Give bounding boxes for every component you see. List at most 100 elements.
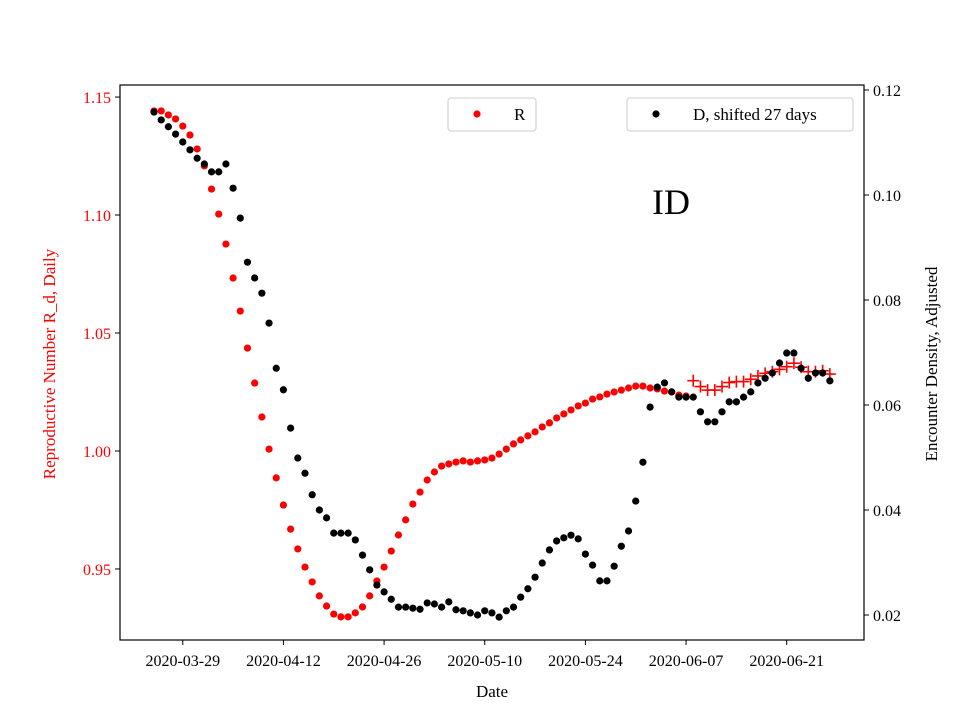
series-2-point bbox=[402, 603, 410, 611]
series-0-point bbox=[560, 410, 568, 418]
series-2-point bbox=[258, 289, 266, 297]
series-2-point bbox=[380, 588, 388, 596]
x-axis-ticks: 2020-03-29 2020-04-12 2020-04-26 2020-05-10… bbox=[145, 640, 824, 670]
series-2-point bbox=[344, 529, 352, 537]
series-0-point bbox=[308, 578, 316, 586]
series-2-point bbox=[337, 529, 345, 537]
series-2-point bbox=[754, 379, 762, 387]
series-2-point bbox=[538, 559, 546, 567]
series-2-point bbox=[624, 527, 633, 535]
series-0-point bbox=[509, 440, 518, 448]
series-2-point bbox=[193, 154, 201, 162]
series-2-point bbox=[718, 408, 726, 416]
series-2-point bbox=[761, 374, 769, 382]
series-0-point bbox=[610, 388, 618, 396]
series-0-point bbox=[387, 547, 395, 555]
legend-r: R bbox=[447, 97, 537, 132]
series-2-point bbox=[775, 359, 784, 367]
series-2-point bbox=[653, 383, 661, 391]
series-2-point bbox=[272, 364, 280, 372]
series-2-point bbox=[617, 542, 625, 550]
series-2-point bbox=[811, 369, 820, 377]
left-tick-label: 0.95 bbox=[83, 562, 111, 579]
series-2-point bbox=[567, 531, 575, 539]
series-0-point bbox=[402, 516, 410, 524]
series-2-point bbox=[287, 424, 295, 432]
series-1-plus-marker bbox=[694, 380, 707, 393]
series-0-point bbox=[186, 131, 194, 139]
series-2-point bbox=[445, 598, 453, 606]
series-0-point bbox=[481, 456, 489, 464]
series-0-point bbox=[358, 603, 367, 611]
series-1-plus-marker bbox=[716, 380, 729, 393]
series-0-point bbox=[437, 462, 446, 470]
series-2-point bbox=[596, 577, 604, 585]
series-2-point bbox=[509, 603, 518, 611]
series-0-point bbox=[301, 563, 309, 571]
series-0-point bbox=[344, 613, 352, 621]
series-0-point bbox=[229, 274, 237, 282]
series-0-point bbox=[272, 474, 280, 482]
series-2-point bbox=[423, 599, 431, 607]
series-2-point bbox=[797, 364, 805, 372]
left-tick-label: 1.10 bbox=[83, 208, 111, 225]
series-0-point bbox=[517, 436, 525, 444]
series-2-point bbox=[308, 491, 316, 499]
series-0-point bbox=[207, 185, 216, 193]
series-0-point bbox=[632, 382, 640, 390]
series-0-point bbox=[394, 531, 403, 539]
series-0-point bbox=[179, 122, 187, 130]
series-2-point bbox=[171, 130, 180, 138]
series-0-point bbox=[243, 344, 252, 352]
series-2-point bbox=[301, 469, 309, 477]
series-2-point bbox=[646, 403, 654, 411]
series-2-point bbox=[416, 605, 424, 613]
right-tick-label: 0.02 bbox=[873, 608, 901, 625]
series-0-point bbox=[524, 432, 532, 440]
series-0-point bbox=[322, 602, 331, 610]
series-2-point bbox=[243, 258, 252, 266]
plot-area bbox=[119, 84, 865, 641]
series-0-point bbox=[624, 384, 633, 392]
series-2-point bbox=[351, 536, 359, 544]
x-tick-label: 2020-04-26 bbox=[347, 653, 422, 670]
series-0-point bbox=[171, 115, 180, 123]
data-marks bbox=[150, 107, 836, 621]
series-0-point bbox=[416, 488, 424, 496]
series-2-point bbox=[768, 369, 776, 377]
series-0-point bbox=[545, 419, 554, 427]
series-2-point bbox=[553, 537, 561, 545]
series-2-point bbox=[531, 573, 539, 581]
series-1-plus-marker bbox=[708, 384, 721, 397]
series-2-point bbox=[711, 418, 719, 426]
series-2-point bbox=[186, 146, 194, 154]
series-0-point bbox=[538, 423, 546, 431]
series-2-point bbox=[394, 603, 403, 611]
left-tick-label: 1.00 bbox=[83, 444, 111, 461]
x-tick-label: 2020-04-12 bbox=[246, 653, 321, 670]
left-tick-label: 1.15 bbox=[83, 90, 111, 107]
series-2-point bbox=[725, 398, 733, 406]
series-2-point bbox=[200, 160, 208, 168]
series-0-point bbox=[581, 399, 589, 407]
series-0-point bbox=[222, 240, 230, 248]
series-2-point bbox=[315, 506, 323, 514]
series-2-point bbox=[804, 374, 812, 382]
right-tick-label: 0.10 bbox=[873, 188, 901, 205]
series-2-point bbox=[689, 393, 697, 401]
series-0-point bbox=[366, 592, 374, 600]
series-0-point bbox=[279, 501, 288, 509]
series-2-point bbox=[502, 607, 510, 615]
series-0-point bbox=[164, 111, 172, 119]
series-0-point bbox=[193, 145, 201, 153]
series-2-point bbox=[207, 168, 216, 176]
series-2-point bbox=[387, 595, 395, 603]
x-tick-label: 2020-06-21 bbox=[749, 653, 824, 670]
series-2-point bbox=[409, 604, 417, 612]
left-axis-label: Reproductive Number R_d, Daily bbox=[40, 248, 59, 479]
series-2-point bbox=[229, 184, 237, 192]
series-0-point bbox=[265, 445, 273, 453]
series-1-plus-marker bbox=[723, 376, 736, 389]
right-axis-ticks: 0.02 0.04 0.06 0.08 0.10 0.12 bbox=[864, 83, 901, 625]
series-0-point bbox=[466, 458, 474, 466]
